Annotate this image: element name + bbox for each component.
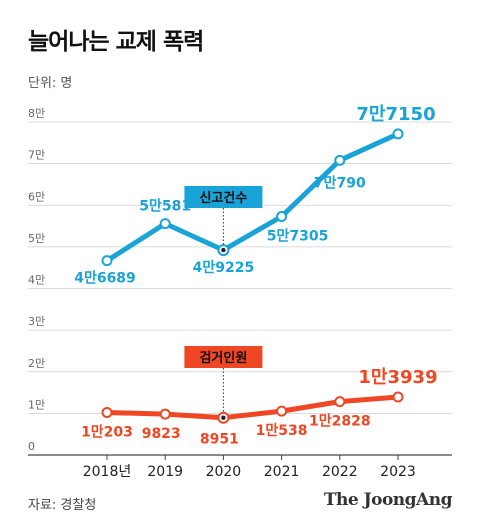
x-tick-label: 2020	[206, 464, 242, 480]
series-tag	[184, 186, 263, 208]
series-tag-label: 신고건수	[199, 190, 247, 206]
series-tag	[184, 346, 263, 368]
data-label: 7만790	[314, 175, 366, 191]
data-label: 5만581	[139, 199, 191, 215]
y-tick-label: 0	[28, 440, 35, 453]
data-label-layer: 4만6689 5만581 4만9225 5만7305 7만790 7만7150 1만203 9…	[74, 104, 437, 448]
x-tick-label: 2022	[322, 464, 358, 480]
data-label: 1만203	[81, 425, 133, 441]
unit-label: 단위: 명	[28, 76, 73, 91]
data-label: 9823	[142, 426, 181, 442]
chart-title: 늘어나는 교제 폭력	[28, 29, 204, 55]
data-label: 7만7150	[356, 104, 435, 125]
grid-layer	[28, 121, 452, 456]
x-tick-label: 2023	[380, 464, 416, 480]
series-tag-label: 검거인원	[199, 350, 247, 366]
data-label: 4만9225	[193, 260, 255, 276]
data-point-center	[221, 247, 226, 253]
y-tick-label: 4만	[28, 274, 45, 287]
data-point-marker	[276, 405, 288, 417]
data-label: 5만7305	[267, 228, 329, 244]
data-point-marker	[101, 255, 113, 267]
y-tick-label: 3만	[28, 315, 45, 328]
y-tick-label: 5만	[28, 232, 45, 245]
data-point-marker	[392, 128, 404, 140]
data-label: 1만538	[256, 423, 308, 439]
x-axis-ticks: 2018년 2019 2020 2021 2022 2023	[83, 455, 416, 480]
data-point-center	[221, 415, 226, 420]
data-label: 1만3939	[358, 367, 437, 388]
x-tick-label: 2019	[147, 464, 183, 480]
y-tick-label: 6만	[28, 190, 45, 203]
series-line	[104, 131, 401, 264]
data-label: 4만6689	[74, 271, 136, 287]
data-point-marker	[159, 408, 171, 420]
data-label: 1만2828	[309, 414, 371, 430]
source-note: 자료: 경찰청	[28, 498, 97, 513]
data-point-marker	[392, 391, 404, 403]
publisher-logo: The JoongAng	[323, 490, 453, 510]
data-point-marker	[159, 218, 171, 230]
x-tick-label: 2021	[264, 464, 300, 480]
data-label: 8951	[200, 432, 239, 448]
y-tick-label: 2만	[28, 357, 45, 370]
data-point-marker	[101, 407, 113, 419]
y-tick-label: 8만	[28, 107, 45, 120]
data-point-marker	[334, 396, 346, 408]
y-tick-label: 1만	[28, 398, 45, 411]
y-axis-ticks: 0 1만 2만 3만 4만 5만 6만 7만 8만	[28, 107, 45, 453]
data-point-marker	[276, 210, 288, 222]
data-point-marker	[334, 154, 346, 166]
y-tick-label: 7만	[28, 149, 45, 162]
series-line	[104, 394, 401, 421]
x-tick-label: 2018년	[83, 464, 132, 480]
